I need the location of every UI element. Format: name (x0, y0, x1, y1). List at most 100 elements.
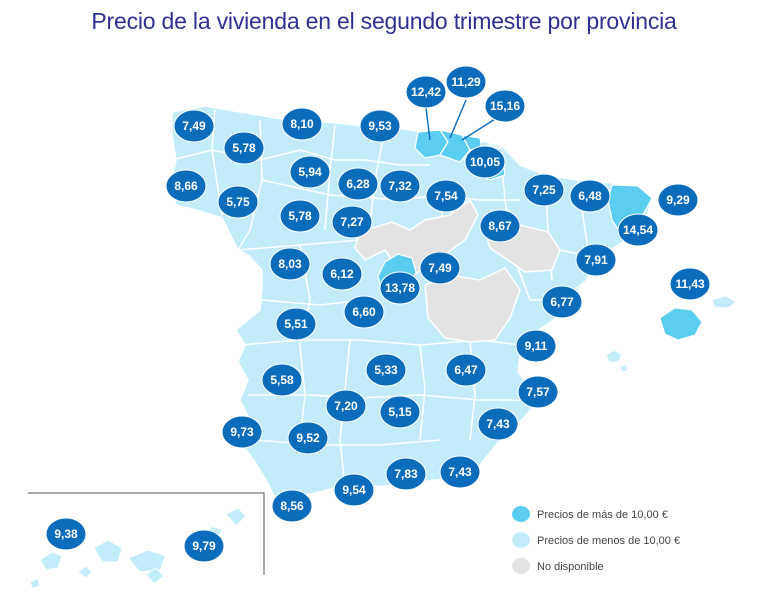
price-bubble: 13,78 (379, 271, 421, 305)
price-value-label: 7,91 (584, 253, 608, 267)
price-bubble: 7,43 (439, 455, 481, 489)
price-bubble-shape (515, 329, 557, 363)
price-bubble-shape (484, 89, 526, 123)
price-bubble-shape (464, 145, 506, 179)
price-bubble-shape (281, 107, 323, 141)
canary-inset-frame (28, 492, 265, 575)
price-value-label: 8,10 (290, 117, 314, 131)
price-bubble-shape (425, 179, 467, 213)
price-value-label: 7,83 (394, 467, 418, 481)
price-value-label: 8,67 (488, 219, 512, 233)
price-bubble-shape (657, 183, 699, 217)
price-bubble-shape (439, 455, 481, 489)
balearic-menorca (711, 295, 737, 309)
price-bubble-shape (337, 167, 379, 201)
price-bubble: 11,29 (445, 65, 487, 99)
canary-islands (29, 507, 247, 589)
price-value-label: 6,48 (578, 189, 602, 203)
price-bubble-shape (359, 109, 401, 143)
price-bubble: 12,42 (405, 75, 447, 109)
price-bubble-shape (223, 131, 265, 165)
price-value-label: 5,94 (298, 165, 322, 179)
price-bubble-shape (445, 353, 487, 387)
region-unavailable-1 (354, 198, 479, 279)
price-bubble: 9,38 (45, 517, 87, 551)
price-bubble: 9,11 (515, 329, 557, 363)
price-bubble-shape (173, 109, 215, 143)
price-bubble: 8,66 (165, 169, 207, 203)
price-value-label: 6,77 (550, 295, 574, 309)
price-bubble: 7,49 (173, 109, 215, 143)
price-bubble: 5,78 (279, 199, 321, 233)
price-bubble: 7,54 (425, 179, 467, 213)
price-bubble-shape (275, 307, 317, 341)
price-value-label: 7,57 (526, 385, 550, 399)
legend-label: No disponible (537, 561, 604, 573)
price-bubble-shape (45, 517, 87, 551)
balearic-formentera (619, 364, 629, 373)
price-bubble: 7,20 (325, 389, 367, 423)
price-bubble: 6,47 (445, 353, 487, 387)
price-bubble-shape (183, 529, 225, 563)
price-bubble: 9,29 (657, 183, 699, 217)
price-bubble-shape (445, 65, 487, 99)
price-value-label: 6,60 (352, 305, 376, 319)
price-bubble-shape (287, 421, 329, 455)
price-bubble-shape (221, 415, 263, 449)
price-value-label: 9,79 (192, 539, 216, 553)
price-value-label: 9,52 (296, 431, 320, 445)
price-bubble: 6,60 (343, 295, 385, 329)
price-value-label: 7,43 (448, 465, 472, 479)
price-value-label: 8,56 (280, 499, 304, 513)
region-unavailable-3 (424, 267, 521, 343)
price-bubble: 9,54 (333, 473, 375, 507)
price-value-label: 5,15 (388, 405, 412, 419)
price-value-label: 7,25 (532, 183, 556, 197)
balearic-ibiza (605, 349, 623, 363)
price-value-label: 11,29 (451, 75, 481, 89)
price-bubble: 5,15 (379, 395, 421, 429)
legend-label: Precios de más de 10,00 € (537, 509, 668, 521)
price-bubble: 9,53 (359, 109, 401, 143)
price-value-label: 5,58 (270, 373, 294, 387)
price-bubble: 15,16 (484, 89, 526, 123)
legend-item-low: Precios de menos de 10,00 € (512, 532, 680, 548)
price-value-label: 7,27 (340, 215, 364, 229)
price-bubble-shape (523, 173, 565, 207)
price-value-label: 14,54 (623, 223, 653, 237)
price-bubble: 7,57 (517, 375, 559, 409)
price-bubble: 9,73 (221, 415, 263, 449)
price-bubble: 6,77 (541, 285, 583, 319)
price-value-label: 7,49 (428, 261, 452, 275)
price-value-label: 13,78 (385, 281, 415, 295)
price-bubble: 11,43 (669, 267, 711, 301)
price-bubble: 5,78 (223, 131, 265, 165)
price-bubble: 6,12 (321, 257, 363, 291)
price-bubble: 8,67 (479, 209, 521, 243)
price-value-label: 5,51 (284, 317, 308, 331)
legend-item-unavailable: No disponible (512, 558, 604, 574)
price-value-label: 9,29 (666, 193, 690, 207)
price-bubble: 8,03 (269, 247, 311, 281)
price-bubble: 9,79 (183, 529, 225, 563)
legend-item-high: Precios de más de 10,00 € (512, 506, 668, 522)
price-bubble-shape (333, 473, 375, 507)
price-bubble-shape (479, 209, 521, 243)
price-bubble-shape (617, 213, 659, 247)
price-bubble-shape (669, 267, 711, 301)
price-bubble-shape (379, 169, 421, 203)
price-bubble: 7,83 (385, 457, 427, 491)
price-value-label: 5,33 (374, 363, 398, 377)
price-value-label: 7,43 (486, 417, 510, 431)
price-value-label: 11,43 (675, 277, 705, 291)
legend-swatch (512, 558, 530, 574)
price-value-label: 8,66 (174, 179, 198, 193)
legend: Precios de más de 10,00 € Precios de meno… (512, 506, 680, 574)
price-bubble: 5,58 (261, 363, 303, 397)
price-bubble-shape (405, 75, 447, 109)
price-value-label: 8,03 (278, 257, 302, 271)
price-bubble-shape (271, 489, 313, 523)
price-bubble: 7,25 (523, 173, 565, 207)
price-bubble-shape (365, 353, 407, 387)
